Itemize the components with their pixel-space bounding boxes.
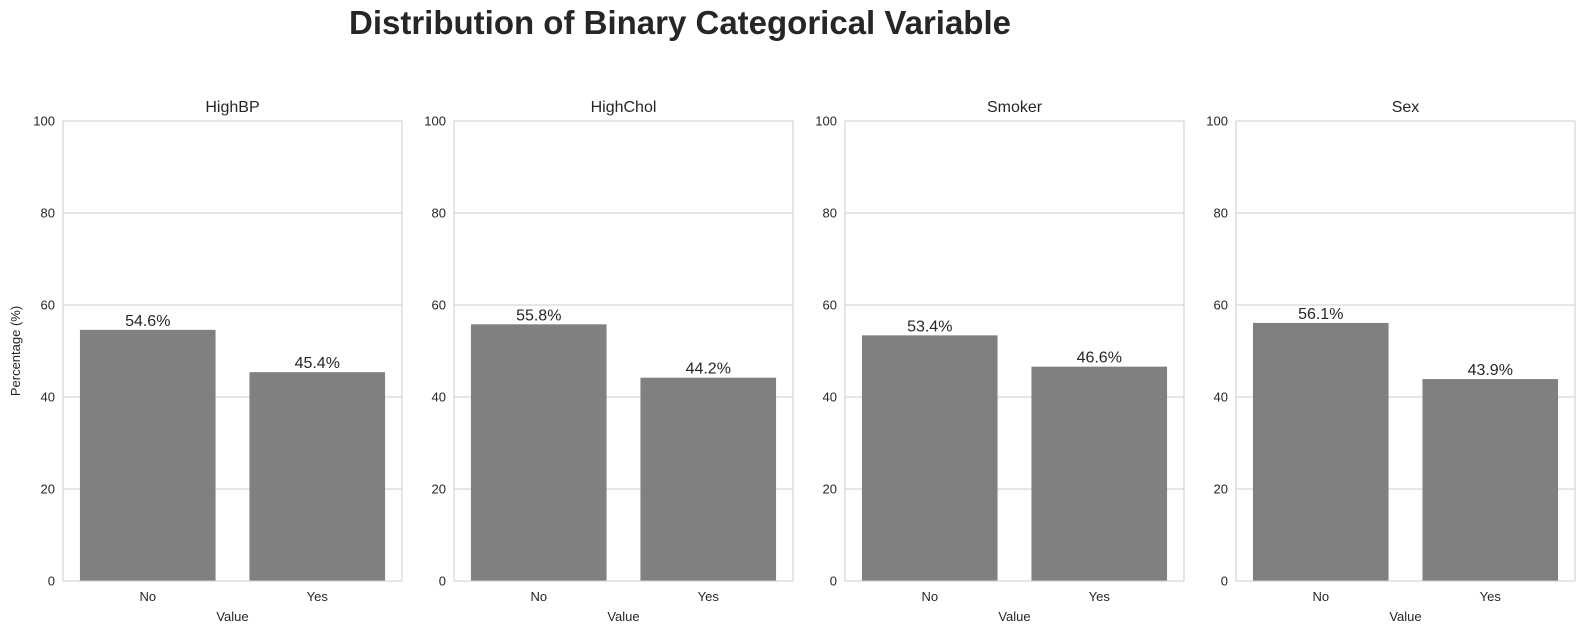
x-tick-label: No bbox=[1312, 589, 1329, 604]
data-label: 55.8% bbox=[516, 307, 561, 324]
y-tick-label: 40 bbox=[432, 390, 446, 405]
y-tick-label: 40 bbox=[41, 390, 55, 405]
figure-title: Distribution of Binary Categorical Varia… bbox=[349, 4, 1011, 41]
bar bbox=[1422, 379, 1559, 581]
y-tick-label: 100 bbox=[815, 114, 837, 129]
panel-highbp: 0 20 40 60 80 100 54.6% No 45.4% Yes HighBP Value Pe… bbox=[8, 99, 403, 624]
x-axis-label: Value bbox=[998, 609, 1030, 624]
x-axis-label: Value bbox=[607, 609, 639, 624]
axes-frame bbox=[844, 120, 1185, 582]
y-tick-label: 100 bbox=[33, 114, 55, 129]
y-tick-label: 60 bbox=[823, 298, 837, 313]
y-tick-label: 20 bbox=[823, 482, 837, 497]
data-label: 44.2% bbox=[686, 361, 731, 378]
panel-smoker: 0 20 40 60 80 100 53.4% No 46.6% Yes Smoker Value bbox=[815, 99, 1185, 624]
x-tick-label: No bbox=[139, 589, 156, 604]
data-label: 56.1% bbox=[1298, 306, 1343, 323]
data-label: 54.6% bbox=[125, 313, 170, 330]
axes-frame bbox=[1235, 120, 1576, 582]
bar bbox=[1031, 366, 1168, 581]
x-axis-label: Value bbox=[1389, 609, 1421, 624]
y-tick-label: 60 bbox=[1214, 298, 1228, 313]
x-tick-label: No bbox=[921, 589, 938, 604]
y-tick-label: 20 bbox=[1214, 482, 1228, 497]
y-tick-label: 60 bbox=[432, 298, 446, 313]
x-axis-label: Value bbox=[216, 609, 248, 624]
y-tick-label: 20 bbox=[41, 482, 55, 497]
panel-highchol: 0 20 40 60 80 100 55.8% No 44.2% Yes HighChol Value bbox=[424, 99, 794, 624]
panel-title: HighBP bbox=[205, 99, 259, 116]
bar bbox=[470, 324, 607, 581]
data-label: 45.4% bbox=[295, 355, 340, 372]
y-tick-label: 20 bbox=[432, 482, 446, 497]
y-tick-label: 0 bbox=[830, 574, 837, 589]
y-tick-label: 80 bbox=[432, 206, 446, 221]
bar bbox=[640, 377, 777, 581]
y-axis-label: Percentage (%) bbox=[8, 306, 23, 396]
bar bbox=[1252, 322, 1389, 581]
x-tick-label: Yes bbox=[307, 589, 329, 604]
x-tick-label: Yes bbox=[1089, 589, 1111, 604]
y-tick-label: 0 bbox=[48, 574, 55, 589]
y-tick-label: 80 bbox=[41, 206, 55, 221]
y-tick-label: 0 bbox=[1221, 574, 1228, 589]
y-tick-label: 80 bbox=[823, 206, 837, 221]
y-tick-label: 100 bbox=[424, 114, 446, 129]
y-tick-label: 100 bbox=[1206, 114, 1228, 129]
bar bbox=[249, 372, 386, 581]
x-tick-label: Yes bbox=[698, 589, 720, 604]
panel-title: Smoker bbox=[987, 99, 1043, 116]
bar bbox=[861, 335, 998, 581]
y-tick-label: 80 bbox=[1214, 206, 1228, 221]
x-tick-label: No bbox=[530, 589, 547, 604]
panel-title: Sex bbox=[1392, 99, 1420, 116]
panel-title: HighChol bbox=[591, 99, 657, 116]
y-tick-label: 60 bbox=[41, 298, 55, 313]
y-tick-label: 40 bbox=[823, 390, 837, 405]
axes-frame bbox=[62, 120, 403, 582]
data-label: 53.4% bbox=[907, 318, 952, 335]
bar bbox=[79, 329, 216, 581]
panel-sex: 0 20 40 60 80 100 56.1% No 43.9% Yes Sex Value bbox=[1206, 99, 1576, 624]
x-tick-label: Yes bbox=[1480, 589, 1502, 604]
data-label: 46.6% bbox=[1077, 350, 1122, 367]
y-tick-label: 0 bbox=[439, 574, 446, 589]
y-tick-label: 40 bbox=[1214, 390, 1228, 405]
panels: 0 20 40 60 80 100 54.6% No 45.4% Yes HighBP Value Pe… bbox=[8, 99, 1576, 624]
axes-frame bbox=[453, 120, 794, 582]
data-label: 43.9% bbox=[1468, 362, 1513, 379]
